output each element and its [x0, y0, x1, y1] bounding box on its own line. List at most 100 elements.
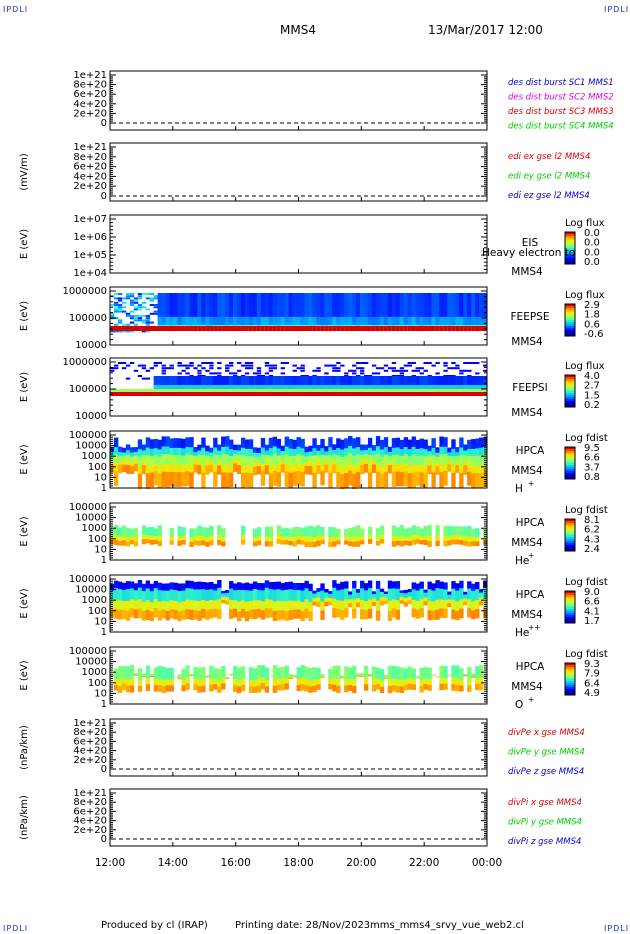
- instrument-label: FEEPSE: [511, 311, 550, 323]
- heatmap-cell: [459, 293, 464, 317]
- heatmap-cell: [260, 437, 266, 448]
- heatmap-cell: [256, 293, 262, 317]
- heatmap-cell: [371, 372, 377, 375]
- heatmap-cell: [360, 376, 365, 385]
- heatmap-cell: [439, 385, 444, 390]
- heatmap-cell: [344, 372, 349, 375]
- colorbar-segment: [565, 399, 575, 402]
- heatmap-cell: [284, 436, 289, 447]
- heatmap-cell: [379, 392, 385, 396]
- heatmap-cell: [113, 471, 119, 486]
- spacecraft-label: MMS4: [511, 609, 543, 621]
- heatmap-cell: [260, 293, 266, 317]
- heatmap-cell: [427, 389, 432, 392]
- heatmap-cell: [169, 389, 174, 392]
- heatmap-cell: [479, 589, 484, 593]
- heatmap-cell: [252, 589, 258, 601]
- heatmap-cell: [240, 437, 246, 449]
- heatmap-cell: [391, 362, 397, 364]
- heatmap-cell: [233, 678, 238, 686]
- heatmap-cell: [379, 449, 385, 458]
- heatmap-cell: [268, 392, 274, 396]
- x-tick-label: 18:00: [283, 857, 313, 869]
- heatmap-cell: [240, 326, 246, 331]
- footer-printing-date: Printing date: 28/Nov/2023: [235, 920, 371, 931]
- heatmap-cell: [367, 437, 373, 449]
- heatmap-cell: [284, 392, 289, 396]
- heatmap-cell: [117, 304, 123, 306]
- heatmap-cell: [141, 301, 147, 304]
- heatmap-cell: [475, 376, 480, 385]
- heatmap-cell: [193, 536, 198, 542]
- heatmap-cell: [177, 535, 182, 541]
- heatmap-cell: [403, 392, 409, 396]
- heatmap-cell: [407, 589, 412, 593]
- colorbar-segment: [565, 385, 575, 388]
- heatmap-cell: [423, 601, 428, 606]
- legend-label: des dist burst SC1 MMS1: [508, 78, 614, 88]
- heatmap-cell: [264, 364, 270, 367]
- heatmap-cell: [221, 464, 226, 473]
- heatmap-cell: [161, 389, 166, 392]
- heatmap-cell: [197, 686, 202, 693]
- heatmap-cell: [213, 372, 218, 375]
- heatmap-cell: [467, 376, 472, 385]
- heatmap-cell: [233, 454, 238, 460]
- heatmap-cell: [185, 367, 190, 370]
- y-tick-label: 1e+21: [73, 70, 107, 81]
- colorbar-tick-label: 4.0: [584, 371, 600, 382]
- heatmap-cell: [375, 436, 381, 447]
- heatmap-cell: [363, 444, 369, 451]
- species-label: He: [515, 627, 529, 639]
- heatmap-cell: [419, 528, 424, 537]
- heatmap-cell: [217, 362, 222, 364]
- heatmap-cell: [375, 389, 381, 392]
- heatmap-cell: [288, 540, 293, 546]
- heatmap-cell: [419, 465, 424, 473]
- heatmap-cell: [371, 591, 377, 595]
- heatmap-cell: [209, 464, 214, 473]
- heatmap-cell: [395, 536, 401, 542]
- heatmap-cell: [328, 465, 333, 473]
- heatmap-cell: [415, 609, 420, 619]
- heatmap-cell: [117, 581, 123, 590]
- heatmap-cell: [209, 600, 214, 610]
- heatmap-cell: [153, 392, 159, 396]
- heatmap-cell: [236, 450, 242, 456]
- heatmap-cell: [411, 389, 416, 392]
- heatmap-cell: [292, 541, 297, 547]
- heatmap-cell: [312, 685, 317, 693]
- heatmap-cell: [248, 439, 254, 450]
- heatmap-cell: [367, 326, 373, 331]
- heatmap-cell: [205, 317, 210, 325]
- heatmap-cell: [248, 609, 254, 619]
- heatmap-cell: [463, 293, 468, 317]
- heatmap-cell: [463, 460, 468, 466]
- heatmap-cell: [467, 439, 472, 450]
- heatmap-cell: [435, 525, 440, 536]
- x-tick-label: 12:00: [95, 857, 125, 869]
- heatmap-cell: [411, 293, 416, 317]
- heatmap-cell: [181, 438, 186, 449]
- y-tick-label: 4e+20: [73, 171, 107, 182]
- heatmap-cell: [320, 471, 325, 486]
- heatmap-cell: [451, 439, 456, 450]
- datetime-title: 13/Mar/2017 12:00: [428, 23, 543, 37]
- heatmap-cell: [236, 376, 242, 385]
- heatmap-cell: [340, 589, 345, 601]
- colorbar-segment: [565, 326, 575, 329]
- heatmap-cell: [213, 385, 218, 390]
- heatmap-cell: [229, 392, 234, 396]
- heatmap-cell: [189, 447, 194, 456]
- heatmap-cell: [240, 678, 246, 686]
- heatmap-cell: [256, 665, 262, 680]
- heatmap-cell: [157, 449, 162, 457]
- heatmap-cell: [205, 527, 210, 538]
- heatmap-cell: [375, 600, 381, 611]
- heatmap-cell: [157, 473, 162, 489]
- heatmap-cell: [225, 364, 230, 367]
- heatmap-cell: [435, 540, 440, 547]
- heatmap-cell: [479, 465, 484, 474]
- heatmap-cell: [137, 389, 143, 392]
- heatmap-cell: [435, 462, 440, 467]
